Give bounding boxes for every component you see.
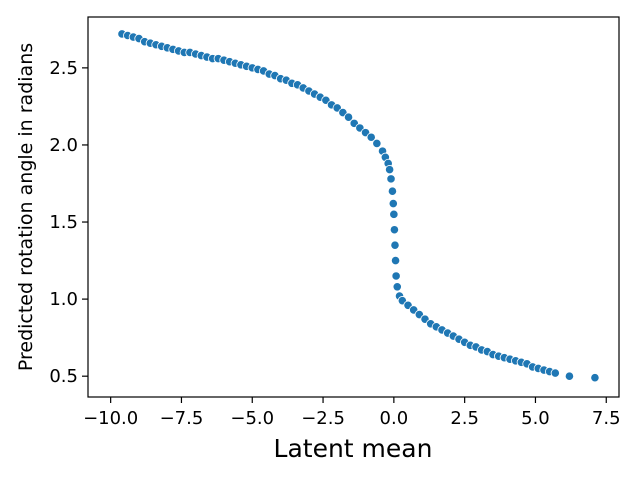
data-point xyxy=(386,174,396,184)
y-axis-label: Predicted rotation angle in radians xyxy=(15,43,37,371)
x-tick-label: −5.0 xyxy=(230,408,274,429)
data-point xyxy=(389,209,399,219)
plot-frame xyxy=(87,16,620,398)
data-point xyxy=(392,282,402,292)
x-tick-label: −2.5 xyxy=(301,408,345,429)
data-point xyxy=(390,255,401,266)
x-tick-label: 7.5 xyxy=(592,408,621,429)
data-point xyxy=(385,165,395,175)
data-point xyxy=(390,240,400,250)
data-point xyxy=(343,112,354,122)
x-tick-label: 5.0 xyxy=(521,408,550,429)
data-point xyxy=(590,373,600,383)
data-point xyxy=(388,198,398,209)
y-tick-label: 1.0 xyxy=(49,289,78,310)
x-tick-label: −7.5 xyxy=(160,408,204,429)
data-point xyxy=(564,371,575,381)
y-tick-label: 0.5 xyxy=(49,366,78,387)
x-tick-label: 2.5 xyxy=(450,408,479,429)
x-tick-label: −10.0 xyxy=(83,408,138,429)
y-axis-ticks: 0.5 1.0 1.5 2.0 2.5 xyxy=(49,58,88,387)
data-point xyxy=(550,368,560,378)
x-axis-ticks: −10.0 −7.5 −5.0 −2.5 0.0 2.5 5.0 7.5 xyxy=(83,397,621,429)
data-point xyxy=(366,132,376,142)
data-point xyxy=(389,225,400,235)
x-axis-label: Latent mean xyxy=(274,434,433,463)
y-tick-label: 1.5 xyxy=(49,212,78,233)
data-point xyxy=(372,138,382,149)
y-tick-label: 2.0 xyxy=(49,135,78,156)
data-points xyxy=(117,29,600,383)
data-point xyxy=(387,186,398,196)
data-point xyxy=(391,271,401,281)
x-tick-label: 0.0 xyxy=(380,408,409,429)
y-tick-label: 2.5 xyxy=(49,58,78,79)
